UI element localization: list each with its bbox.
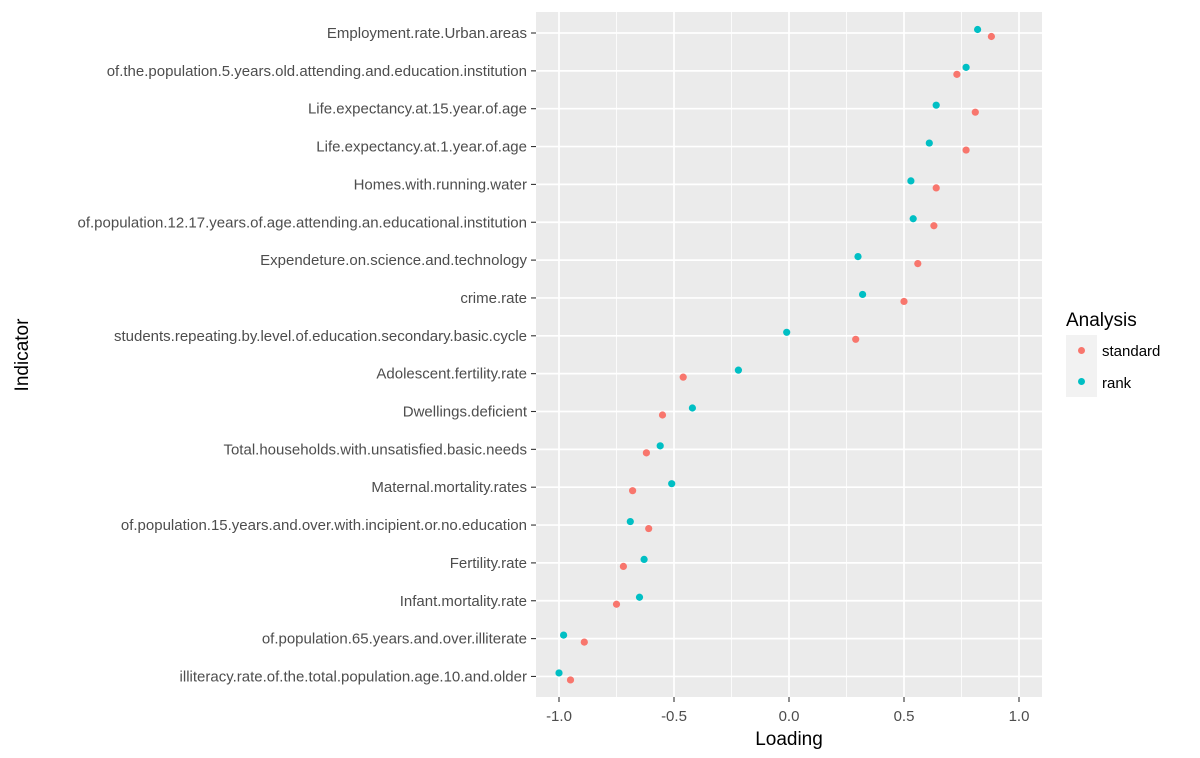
point-rank xyxy=(635,593,644,601)
point-standard xyxy=(619,562,628,571)
y-tick-label: of.population.12.17.years.of.age.attendi… xyxy=(77,214,527,231)
x-tick-label: 0.0 xyxy=(779,708,800,725)
point-standard xyxy=(645,524,653,533)
point-rank xyxy=(668,480,676,488)
y-axis-ticks: Employment.rate.Urban.areas of.the.popula… xyxy=(77,25,536,685)
point-standard xyxy=(914,260,922,268)
point-standard xyxy=(580,638,588,646)
y-tick-label: of.the.population.5.years.old.attending.… xyxy=(107,63,527,80)
x-tick-label: 0.5 xyxy=(894,708,915,725)
y-tick-label: crime.rate xyxy=(460,290,527,307)
point-rank xyxy=(734,366,743,374)
point-rank xyxy=(560,631,568,639)
point-rank xyxy=(859,290,867,299)
point-rank xyxy=(974,25,982,34)
point-rank xyxy=(962,63,970,71)
y-tick-label: Homes.with.running.water xyxy=(354,176,527,193)
y-tick-label: illiteracy.rate.of.the.total.population.… xyxy=(180,668,527,685)
y-tick-label: of.population.15.years.and.over.with.inc… xyxy=(121,517,527,534)
legend-dot-standard xyxy=(1078,347,1085,354)
point-standard xyxy=(566,676,575,684)
y-tick-label: Expendeture.on.science.and.technology xyxy=(260,252,527,269)
point-standard xyxy=(629,487,637,495)
point-rank xyxy=(783,328,791,336)
y-tick-label: Employment.rate.Urban.areas xyxy=(327,25,527,42)
legend-title: Analysis xyxy=(1066,310,1137,331)
point-standard xyxy=(658,411,667,419)
point-standard xyxy=(987,32,996,41)
point-standard xyxy=(932,184,940,192)
legend-label-rank: rank xyxy=(1102,375,1132,392)
legend: Analysis standard rank xyxy=(1066,310,1160,397)
point-rank xyxy=(555,669,563,677)
point-standard xyxy=(679,373,687,381)
y-axis-title: Indicator xyxy=(12,318,33,392)
y-tick-label: Adolescent.fertility.rate xyxy=(376,366,527,383)
point-rank xyxy=(854,253,862,261)
x-tick-label: 1.0 xyxy=(1009,708,1030,725)
y-tick-label: Life.expectancy.at.15.year.of.age xyxy=(308,101,527,118)
x-tick-label: -1.0 xyxy=(546,708,572,725)
legend-label-standard: standard xyxy=(1102,343,1160,360)
point-rank xyxy=(688,404,697,412)
point-rank xyxy=(626,517,634,526)
point-standard xyxy=(971,108,979,116)
point-rank xyxy=(907,177,915,185)
x-axis-title: Loading xyxy=(755,729,823,750)
y-tick-label: of.population.65.years.and.over.illitera… xyxy=(262,631,527,648)
point-rank xyxy=(932,101,940,109)
x-tick-label: -0.5 xyxy=(661,708,687,725)
point-standard xyxy=(930,222,938,230)
y-tick-label: Life.expectancy.at.1.year.of.age xyxy=(316,139,527,156)
y-tick-label: Dwellings.deficient xyxy=(403,404,528,421)
x-axis-ticks: -1.0 -0.5 0.0 0.5 1.0 xyxy=(546,697,1029,725)
point-standard xyxy=(612,600,621,608)
y-tick-label: students.repeating.by.level.of.education… xyxy=(114,328,527,345)
point-rank xyxy=(925,139,933,147)
legend-dot-rank xyxy=(1078,378,1085,385)
minor-gridlines xyxy=(616,12,962,697)
point-standard xyxy=(852,335,860,343)
point-standard xyxy=(642,449,651,457)
point-rank xyxy=(656,442,664,450)
point-standard xyxy=(900,297,908,306)
y-tick-label: Maternal.mortality.rates xyxy=(371,479,527,496)
point-rank xyxy=(640,555,648,564)
y-tick-label: Infant.mortality.rate xyxy=(400,593,527,610)
data-points xyxy=(555,25,996,684)
point-rank xyxy=(909,215,917,223)
point-standard xyxy=(953,70,961,78)
point-standard xyxy=(962,146,970,154)
y-tick-label: Total.households.with.unsatisfied.basic.… xyxy=(223,441,527,458)
y-tick-label: Fertility.rate xyxy=(450,555,527,572)
